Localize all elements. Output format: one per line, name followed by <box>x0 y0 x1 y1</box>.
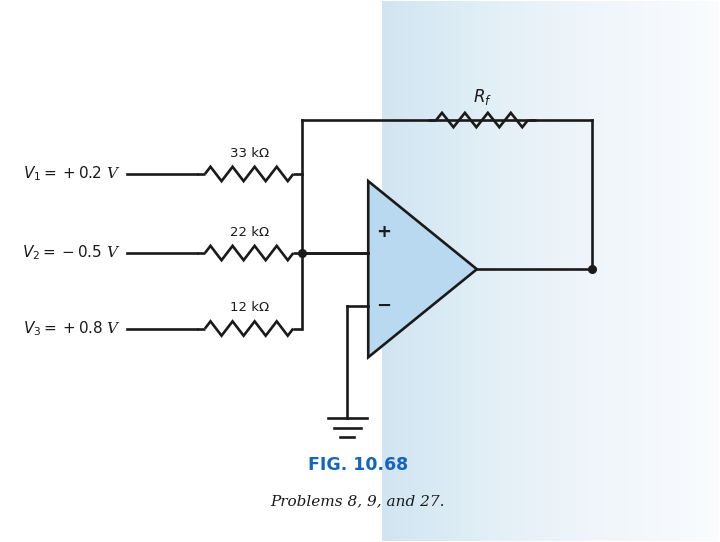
Polygon shape <box>368 181 477 357</box>
Text: Problems 8, 9, and 27.: Problems 8, 9, and 27. <box>271 494 445 508</box>
Text: 33 kΩ: 33 kΩ <box>230 146 269 159</box>
Text: +: + <box>376 223 391 241</box>
Text: 22 kΩ: 22 kΩ <box>230 225 269 238</box>
Text: $R_f$: $R_f$ <box>472 87 492 107</box>
Text: $V_2 = -0.5$ V: $V_2 = -0.5$ V <box>22 244 121 262</box>
Text: FIG. 10.68: FIG. 10.68 <box>307 456 408 474</box>
Text: 12 kΩ: 12 kΩ <box>230 301 269 314</box>
Text: −: − <box>376 297 391 315</box>
Text: $V_1 = +0.2$ V: $V_1 = +0.2$ V <box>23 165 121 183</box>
Text: $V_3 = +0.8$ V: $V_3 = +0.8$ V <box>23 319 121 338</box>
